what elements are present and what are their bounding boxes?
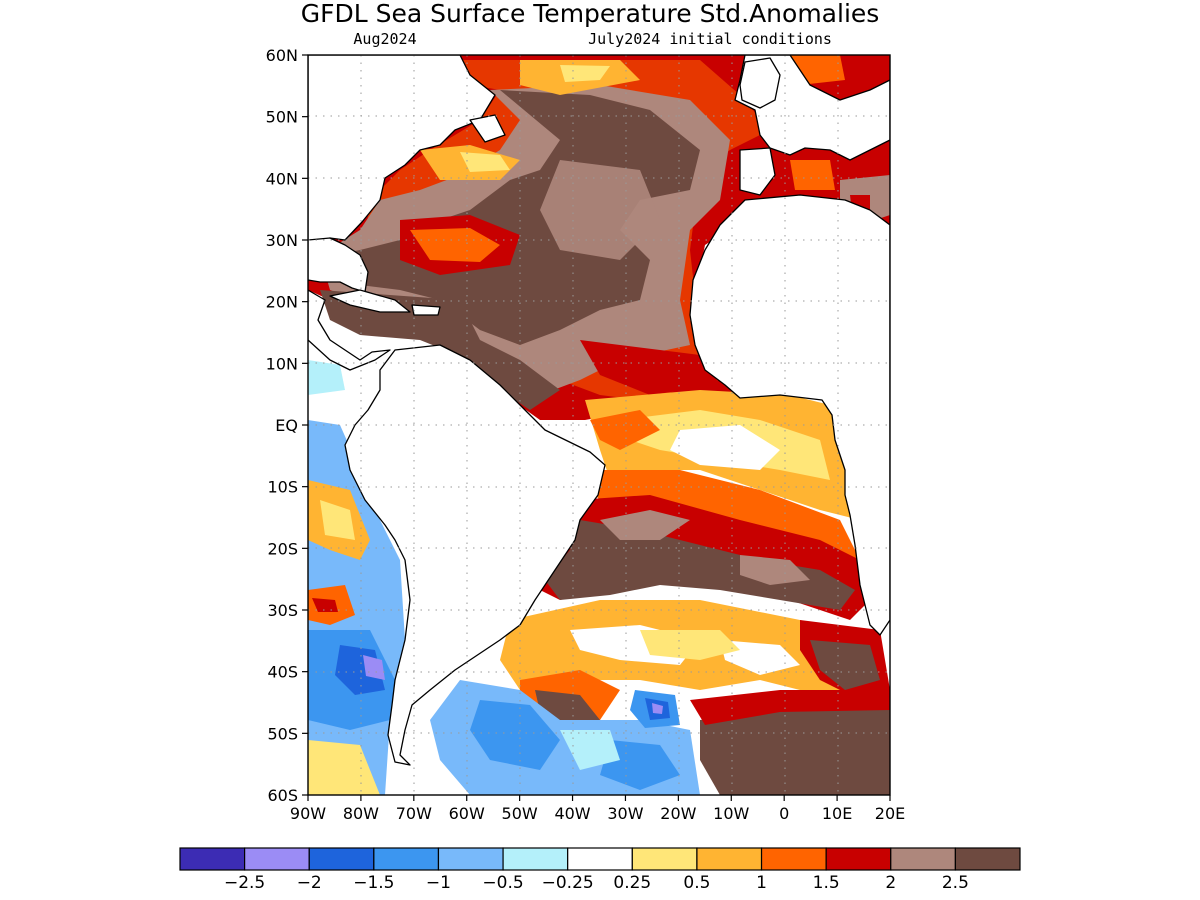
colorbar-swatch [308,847,375,871]
lon-tick-label: 0 [779,804,789,823]
africa [689,194,890,636]
colorbar-label: 0.5 [683,873,710,893]
forecast-month-label: Aug2024 [353,30,416,48]
british-isles [739,57,781,109]
colorbar-swatch [437,847,504,871]
lat-tick-label: 40N [266,169,298,188]
lon-tick-label: 30W [607,804,643,823]
colorbar-label: −1.5 [353,873,394,893]
longitude-axis: 90W 80W 70W 60W 50W 40W 30W 20W 10W 0 10E 20E [290,795,905,823]
lat-tick-label: 10N [266,354,298,373]
hispaniola [411,304,441,316]
lon-tick-label: 10E [822,804,852,823]
lat-tick-label: 50S [267,724,298,743]
colorbar-swatch [567,847,633,871]
lon-tick-label: 90W [290,804,326,823]
lon-tick-label: 70W [396,804,432,823]
lon-tick-label: 10W [713,804,749,823]
lat-tick-label: 50N [266,108,298,127]
colorbar-swatch [890,847,956,871]
lat-tick-label: EQ [275,416,298,435]
colorbar-swatch [631,847,698,871]
initial-conditions-label: July2024 initial conditions [588,30,832,48]
lat-tick-label: 60S [267,786,298,805]
land-masses [308,55,890,766]
lat-tick-label: 60N [266,46,298,65]
colorbar-swatch [502,847,569,871]
latitude-axis: 60N 50N 40N 30N 20N 10N EQ 10S 20S 30S 40S 50S 60S [266,46,308,805]
lat-tick-label: 20S [267,539,298,558]
colorbar-label: −1 [426,873,451,893]
anomaly-field [308,55,890,795]
colorbar-label: 2.5 [942,873,969,893]
lon-tick-label: 40W [554,804,590,823]
lat-tick-label: 30N [266,231,298,250]
colorbar-swatch [825,847,892,871]
lon-tick-label: 60W [449,804,485,823]
lon-tick-label: 50W [502,804,538,823]
colorbar-swatch [244,847,310,871]
colorbar-label: 2 [885,873,896,893]
lat-tick-label: 20N [266,293,298,312]
colorbar-swatch [179,847,246,871]
colorbar: −2.5 −2 −1.5 −1 −0.5 −0.25 0.25 0.5 1 1.5 2 2.5 [179,847,1021,893]
colorbar-swatch [373,847,440,871]
figure-title: GFDL Sea Surface Temperature Std.Anomali… [301,0,880,28]
lon-tick-label: 80W [343,804,379,823]
colorbar-label: 0.25 [613,873,651,893]
colorbar-label: 1.5 [813,873,840,893]
south-america [344,344,606,766]
colorbar-swatch [760,847,827,871]
map-area [308,55,890,795]
lon-tick-label: 20W [660,804,696,823]
cuba [329,289,411,313]
colorbar-swatch [696,847,763,871]
lon-tick-label: 20E [875,804,905,823]
colorbar-swatch [954,847,1021,871]
central-america [308,289,391,371]
colorbar-label: 1 [756,873,767,893]
iberia [739,147,776,196]
colorbar-label: −0.5 [482,873,523,893]
newfoundland [469,114,506,143]
lat-tick-label: 10S [267,478,298,497]
colorbar-label: −2 [297,873,322,893]
colorbar-label: −2.5 [224,873,265,893]
lat-tick-label: 30S [267,601,298,620]
lat-tick-label: 40S [267,663,298,682]
colorbar-label: −0.25 [542,873,594,893]
